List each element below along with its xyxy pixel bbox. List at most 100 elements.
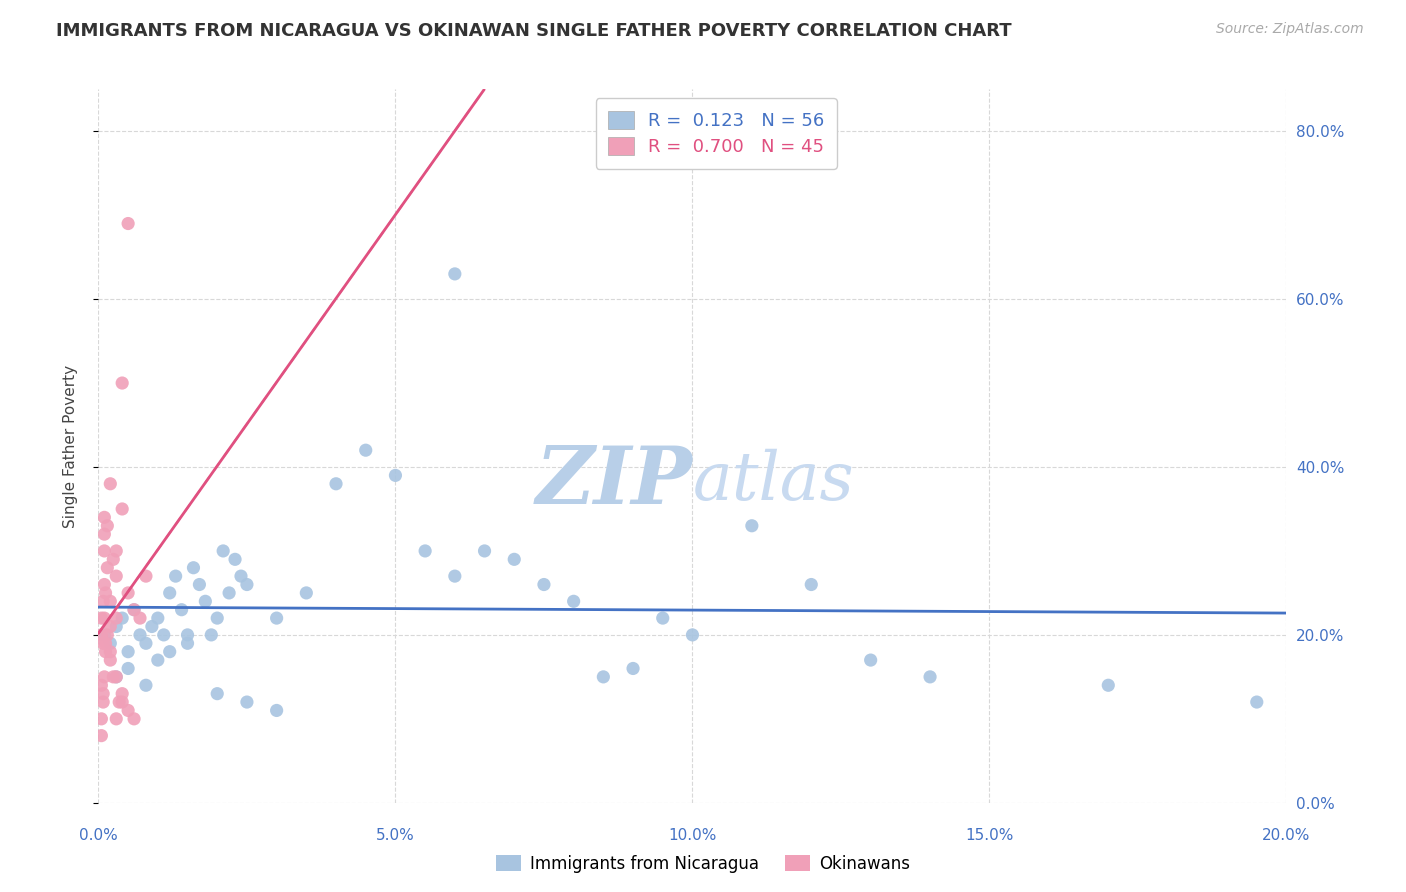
Point (94, 645, 117, 659)
Point (218, 586, 240, 600)
Point (135, 678, 157, 692)
Point (103, 670, 125, 684)
Point (98, 636, 121, 650)
Point (129, 628, 152, 642)
Point (122, 603, 145, 617)
Point (1246, 695, 1268, 709)
Point (90, 611, 112, 625)
Point (200, 628, 222, 642)
Point (93, 527, 115, 541)
Text: 5.0%: 5.0% (375, 828, 415, 843)
Point (443, 267, 465, 281)
Point (562, 594, 585, 608)
Point (94, 586, 117, 600)
Point (443, 569, 465, 583)
Text: ZIP: ZIP (536, 443, 693, 520)
Point (170, 603, 193, 617)
Point (229, 569, 252, 583)
Point (621, 661, 644, 675)
Point (207, 687, 229, 701)
Point (295, 586, 318, 600)
Point (859, 653, 882, 667)
Point (91, 695, 114, 709)
Point (117, 217, 139, 231)
Y-axis label: Single Father Poverty: Single Father Poverty (63, 365, 77, 527)
Point (176, 636, 198, 650)
Point (146, 611, 169, 625)
Point (800, 577, 823, 591)
Point (93, 577, 115, 591)
Point (651, 611, 673, 625)
Point (105, 670, 128, 684)
Point (384, 468, 406, 483)
Point (236, 695, 259, 709)
Point (325, 476, 347, 491)
Text: 10.0%: 10.0% (668, 828, 717, 843)
Point (117, 645, 139, 659)
Point (413, 544, 436, 558)
Point (98, 476, 121, 491)
Point (194, 594, 217, 608)
Point (105, 544, 128, 558)
Point (159, 645, 181, 659)
Point (159, 586, 181, 600)
Point (98, 645, 121, 659)
Point (236, 577, 259, 591)
Point (90, 678, 112, 692)
Point (129, 611, 152, 625)
Text: 15.0%: 15.0% (966, 828, 1014, 843)
Text: 0.0%: 0.0% (79, 828, 118, 843)
Point (135, 636, 157, 650)
Point (741, 518, 763, 533)
Point (682, 628, 704, 642)
Point (91, 687, 114, 701)
Point (212, 544, 235, 558)
Text: 20.0%: 20.0% (1263, 828, 1310, 843)
Point (98, 619, 121, 633)
Point (117, 703, 139, 717)
Point (183, 560, 205, 574)
Point (90, 729, 112, 743)
Point (533, 577, 555, 591)
Legend: R =  0.123   N = 56, R =  0.700   N = 45: R = 0.123 N = 56, R = 0.700 N = 45 (596, 98, 837, 169)
Point (105, 569, 128, 583)
Point (98, 653, 121, 667)
Point (91, 594, 114, 608)
Point (592, 670, 614, 684)
Point (90, 712, 112, 726)
Point (266, 703, 288, 717)
Point (1097, 678, 1119, 692)
Point (93, 510, 115, 524)
Point (105, 712, 128, 726)
Point (224, 552, 246, 566)
Point (93, 628, 115, 642)
Legend: Immigrants from Nicaragua, Okinawans: Immigrants from Nicaragua, Okinawans (489, 848, 917, 880)
Point (91, 636, 114, 650)
Point (117, 661, 139, 675)
Point (108, 695, 131, 709)
Point (117, 586, 139, 600)
Point (96, 560, 118, 574)
Point (96, 518, 118, 533)
Point (105, 611, 128, 625)
Point (93, 670, 115, 684)
Point (122, 712, 145, 726)
Text: IMMIGRANTS FROM NICARAGUA VS OKINAWAN SINGLE FATHER POVERTY CORRELATION CHART: IMMIGRANTS FROM NICARAGUA VS OKINAWAN SI… (56, 22, 1012, 40)
Point (94, 636, 117, 650)
Text: atlas: atlas (693, 449, 855, 515)
Point (207, 611, 229, 625)
Point (122, 603, 145, 617)
Point (98, 594, 121, 608)
Point (920, 670, 942, 684)
Point (354, 443, 377, 458)
Point (146, 653, 169, 667)
Point (111, 376, 134, 390)
Point (93, 544, 115, 558)
Point (105, 619, 128, 633)
Point (474, 544, 496, 558)
Point (105, 670, 128, 684)
Point (90, 628, 112, 642)
Point (176, 628, 198, 642)
Point (503, 552, 526, 566)
Point (111, 502, 134, 516)
